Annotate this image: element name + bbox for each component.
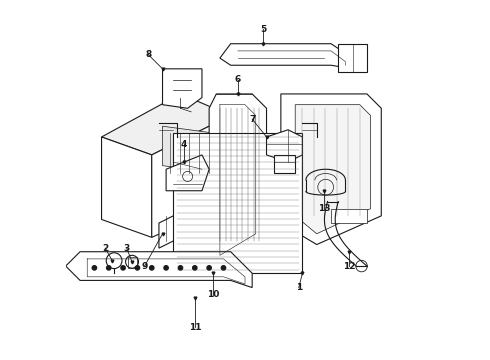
Circle shape (221, 266, 225, 270)
Polygon shape (163, 126, 216, 173)
Circle shape (92, 266, 97, 270)
Circle shape (164, 266, 168, 270)
Polygon shape (163, 69, 202, 108)
Polygon shape (152, 116, 231, 237)
Text: 1: 1 (295, 283, 302, 292)
Polygon shape (101, 94, 231, 155)
Text: 11: 11 (189, 323, 201, 332)
Bar (173, 134, 302, 273)
Polygon shape (66, 252, 252, 288)
Text: 3: 3 (123, 244, 130, 253)
Text: 2: 2 (102, 244, 108, 253)
Text: 10: 10 (207, 290, 219, 299)
Text: 5: 5 (260, 25, 266, 34)
Polygon shape (338, 44, 367, 72)
Circle shape (121, 266, 125, 270)
Polygon shape (281, 94, 381, 244)
Polygon shape (209, 94, 267, 262)
Text: 12: 12 (343, 262, 355, 271)
Text: 6: 6 (235, 75, 241, 84)
Circle shape (135, 266, 140, 270)
Text: 4: 4 (181, 140, 187, 149)
Text: 9: 9 (142, 262, 148, 271)
Circle shape (107, 266, 111, 270)
Polygon shape (295, 105, 370, 234)
Polygon shape (331, 209, 367, 223)
Polygon shape (101, 137, 152, 237)
Polygon shape (274, 155, 295, 173)
Text: 7: 7 (249, 114, 255, 123)
Text: 13: 13 (318, 204, 330, 213)
Polygon shape (267, 130, 302, 162)
Circle shape (193, 266, 197, 270)
Polygon shape (128, 257, 137, 268)
Circle shape (149, 266, 154, 270)
Circle shape (178, 266, 183, 270)
Polygon shape (166, 155, 209, 191)
Text: 8: 8 (145, 50, 151, 59)
Circle shape (207, 266, 211, 270)
Polygon shape (220, 44, 353, 69)
Polygon shape (159, 209, 188, 248)
